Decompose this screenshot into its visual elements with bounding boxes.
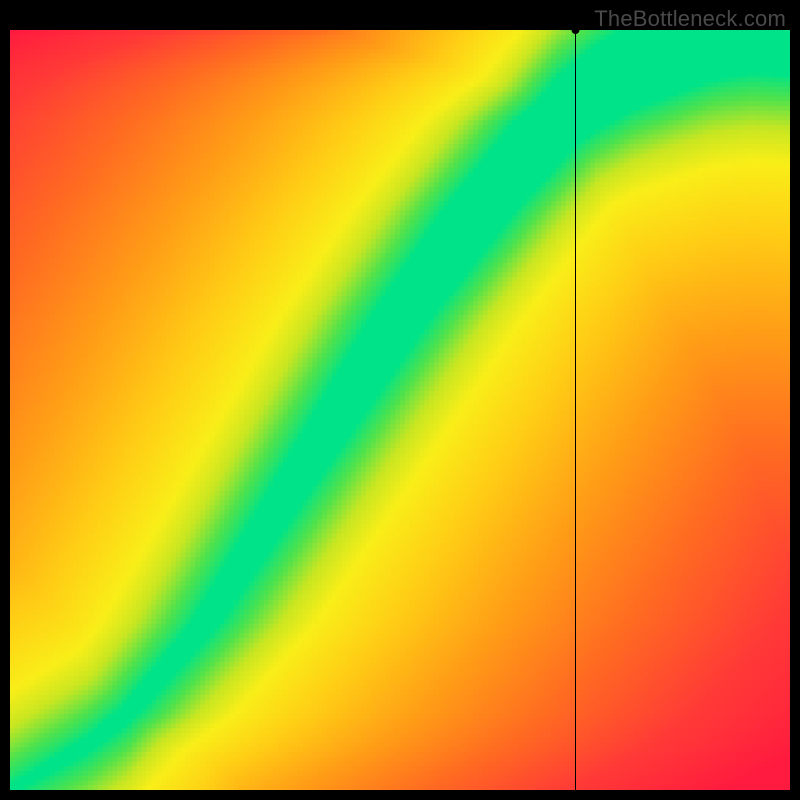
heatmap-cells <box>10 30 790 790</box>
watermark-text: TheBottleneck.com <box>594 6 786 32</box>
bottleneck-heatmap <box>10 30 790 790</box>
